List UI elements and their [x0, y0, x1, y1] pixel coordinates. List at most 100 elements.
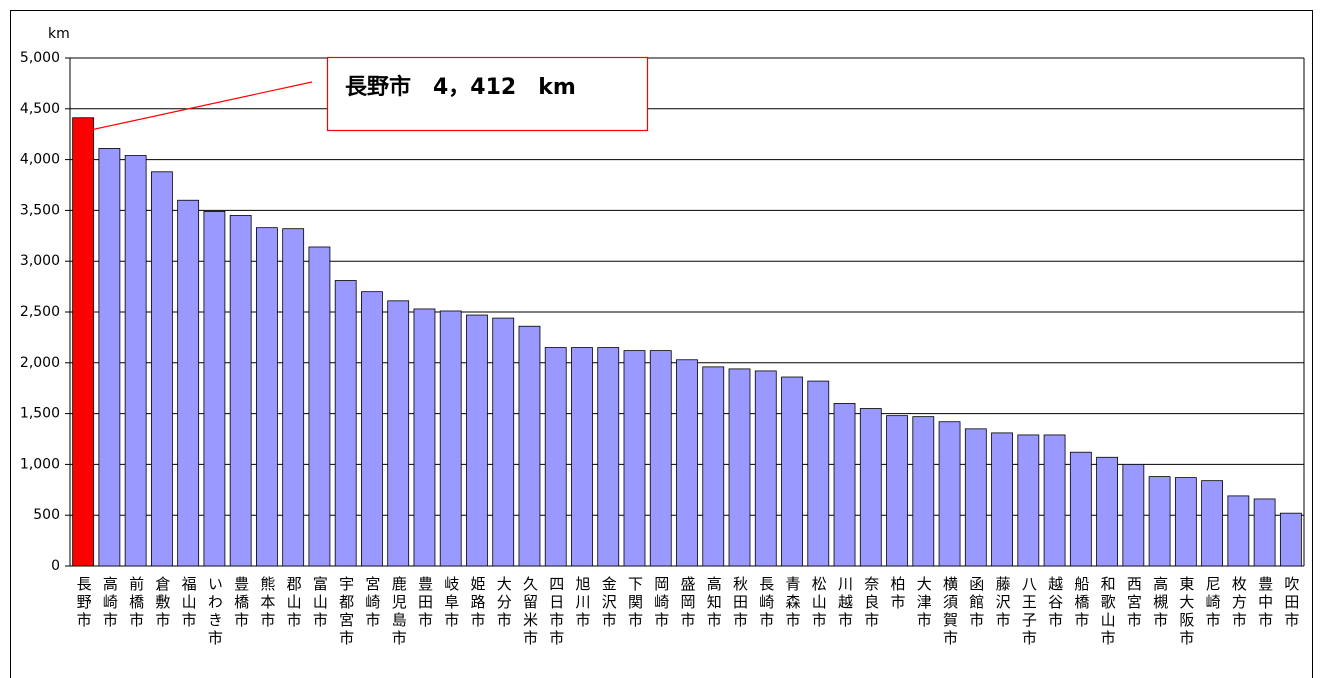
bar: [256, 227, 278, 567]
x-tick-label: 横須賀市: [941, 576, 959, 648]
x-tick-label: 船橋市: [1072, 576, 1090, 630]
bar: [1279, 512, 1302, 567]
x-tick-label: 金沢市: [600, 576, 618, 630]
x-tick-label: 川越市: [836, 576, 854, 630]
bar: [98, 148, 121, 567]
bar: [938, 421, 961, 567]
bar: [912, 416, 935, 567]
x-tick-label: 久留米市: [521, 576, 539, 648]
bar: [1201, 480, 1224, 567]
x-tick-label: 越谷市: [1046, 576, 1064, 630]
x-tick-label: 富山市: [311, 575, 329, 630]
bar: [728, 368, 751, 567]
bar: [623, 350, 646, 567]
x-tick-label: 藤沢市: [994, 576, 1012, 630]
bar: [229, 215, 252, 567]
x-tick-label: 盛岡市: [679, 576, 697, 630]
bar: [833, 403, 856, 567]
bar: [702, 366, 725, 567]
bar: [781, 376, 803, 567]
x-tick-label: 高知市: [705, 576, 723, 630]
bar: [492, 317, 515, 567]
bar: [544, 347, 567, 567]
x-tick-label: 鹿児島市: [390, 576, 408, 648]
y-tick-label: 5,000: [20, 50, 60, 66]
y-tick-label: 1,000: [20, 456, 60, 472]
y-unit: km: [48, 26, 70, 42]
bar: [124, 155, 147, 567]
bar: [1043, 434, 1066, 567]
bar: [387, 300, 410, 567]
x-tick-label: 熊本市: [258, 576, 276, 630]
bar: [150, 171, 173, 567]
x-tick-label: 豊橋市: [232, 576, 250, 630]
x-tick-label: 四日市市: [547, 576, 565, 648]
x-tick-label: 和歌山市: [1099, 576, 1117, 648]
y-tick-label: 0: [51, 558, 60, 574]
bar: [1122, 463, 1145, 567]
x-tick-label: 宮崎市: [363, 576, 381, 630]
bar: [308, 246, 331, 567]
bar: [177, 199, 200, 567]
bar: [413, 308, 436, 567]
y-tick-label: 1,500: [20, 406, 60, 422]
x-tick-label: 姫路市: [468, 576, 486, 630]
x-tick-label: 倉敷市: [153, 576, 171, 630]
x-tick-label: 東大阪市: [1177, 576, 1195, 648]
x-tick-label: 吹田市: [1282, 576, 1300, 630]
x-tick-label: 柏市: [889, 576, 907, 612]
x-tick-label: 長崎市: [757, 576, 775, 630]
bar: [649, 350, 672, 567]
y-tick-label: 4,000: [20, 152, 60, 168]
x-tick-label: 枚方市: [1230, 576, 1248, 630]
x-tick-label: 奈良市: [862, 576, 880, 630]
bar: [466, 314, 488, 567]
bar: [439, 310, 462, 567]
x-tick-label: 郡山市: [285, 576, 303, 630]
bar: [1227, 495, 1250, 567]
callout-box: [326, 56, 649, 132]
bar: [1017, 434, 1040, 567]
bar: [991, 432, 1013, 567]
callout-text: 長野市 4，412 km: [345, 74, 576, 100]
x-tick-label: 八王子市: [1020, 576, 1038, 648]
bar: [1253, 498, 1276, 567]
y-tick-label: 3,000: [20, 253, 60, 269]
bar: [886, 415, 908, 567]
x-tick-label: 下関市: [626, 576, 644, 630]
chart-frame: [10, 10, 1313, 678]
x-tick-label: 福山市: [180, 576, 198, 630]
bar: [571, 347, 593, 567]
bar: [597, 347, 620, 567]
bar: [754, 370, 777, 567]
x-tick-label: 松山市: [810, 576, 828, 630]
x-tick-label: 岐阜市: [442, 576, 460, 630]
bar: [1174, 477, 1197, 567]
bar: [282, 228, 305, 567]
bar: [1096, 456, 1118, 567]
bar: [807, 380, 830, 567]
x-tick-label: 豊中市: [1256, 576, 1274, 630]
bar: [361, 291, 383, 567]
callout-line: [91, 81, 313, 131]
bar: [859, 408, 882, 567]
x-tick-label: 函館市: [967, 576, 985, 630]
x-tick-label: 高崎市: [101, 576, 119, 630]
x-tick-label: 尼崎市: [1204, 576, 1222, 630]
bar: [964, 428, 987, 567]
y-tick-label: 500: [33, 507, 60, 523]
bar: [1148, 476, 1171, 567]
x-tick-label: 大分市: [495, 576, 513, 630]
x-tick-label: 前橋市: [127, 576, 145, 630]
y-tick-label: 4,500: [20, 101, 60, 117]
x-tick-label: 旭川市: [573, 576, 591, 630]
x-tick-label: 大津市: [915, 576, 933, 630]
bar: [676, 359, 698, 567]
x-tick-label: 高槻市: [1151, 576, 1169, 630]
x-tick-label: いわき市: [206, 576, 224, 648]
y-tick-label: 2,000: [20, 355, 60, 371]
bar: [203, 211, 226, 567]
bar: [334, 280, 357, 567]
x-tick-label: 岡崎市: [652, 576, 670, 630]
